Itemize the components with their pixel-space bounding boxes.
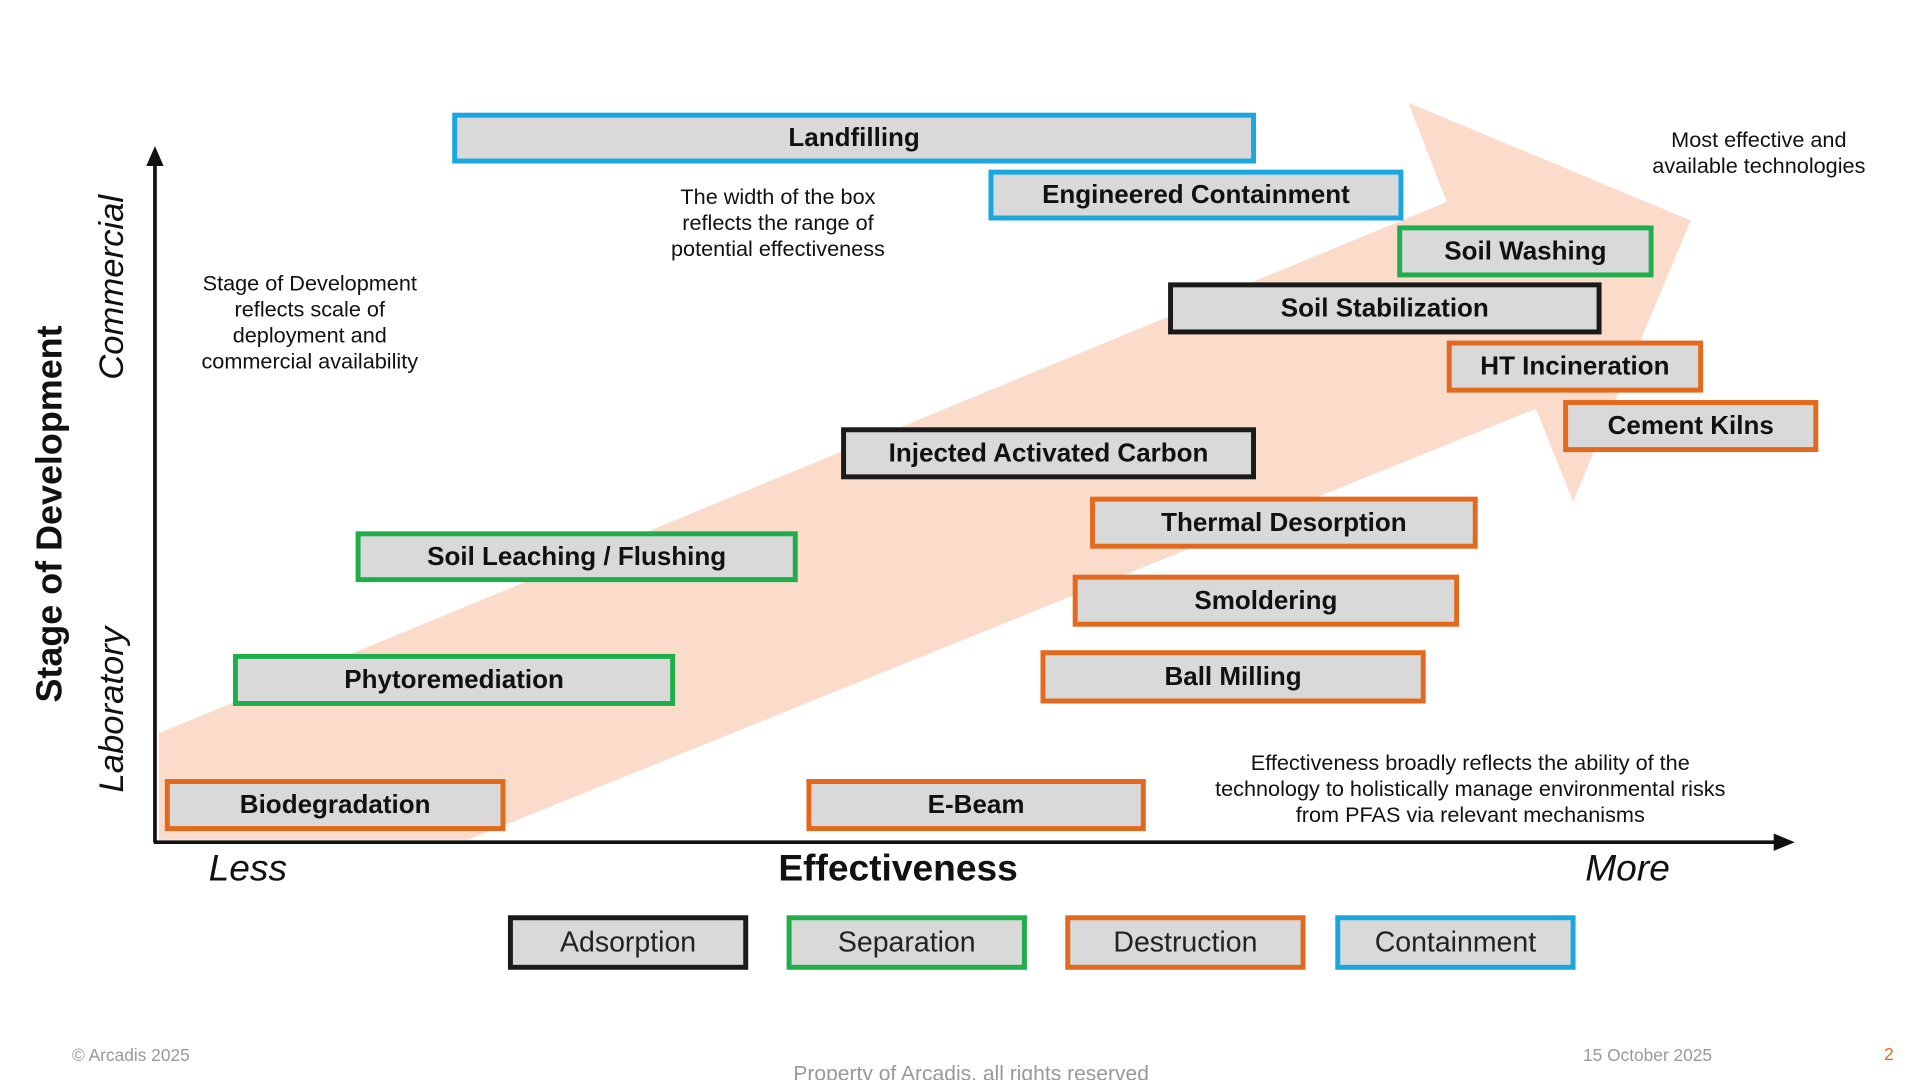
technology-box bbox=[988, 169, 1404, 221]
legend-label: Separation bbox=[838, 926, 976, 958]
legend-box bbox=[507, 915, 749, 970]
legend-label: Containment bbox=[1375, 926, 1537, 958]
x-high: More bbox=[1585, 847, 1670, 889]
y-high: Commercial bbox=[93, 194, 131, 380]
note-line: available technologies bbox=[1652, 153, 1865, 178]
technology-box bbox=[841, 427, 1257, 480]
technology-box bbox=[452, 112, 1257, 164]
x-axis-head bbox=[1773, 833, 1795, 851]
note-line: Most effective and bbox=[1671, 127, 1846, 152]
legend-box bbox=[1065, 915, 1306, 970]
technology-box bbox=[1072, 574, 1460, 627]
legend-box bbox=[1335, 915, 1576, 970]
legend-label: Adsorption bbox=[560, 926, 696, 958]
technology-label: HT Incineration bbox=[1480, 351, 1669, 381]
technology-label: Phytoremediation bbox=[344, 664, 564, 694]
y-low: Laboratory bbox=[93, 624, 131, 792]
note-line: commercial availability bbox=[201, 349, 418, 374]
footer-date: 15 October 2025 bbox=[1583, 1045, 1712, 1065]
legend-box bbox=[786, 915, 1027, 970]
technology-label: Soil Stabilization bbox=[1281, 293, 1489, 323]
technology-label: Soil Leaching / Flushing bbox=[427, 541, 726, 571]
note-line: reflects the range of bbox=[682, 210, 874, 235]
technology-box bbox=[1168, 282, 1602, 335]
technology-label: Thermal Desorption bbox=[1161, 507, 1407, 537]
x-low: Less bbox=[209, 847, 287, 889]
note-line: Effectiveness broadly reflects the abili… bbox=[1251, 750, 1690, 775]
note-line: Stage of Development bbox=[203, 271, 417, 296]
technology-box bbox=[355, 531, 798, 583]
note-line: potential effectiveness bbox=[671, 236, 885, 261]
technology-box bbox=[1090, 496, 1478, 549]
technology-label: Biodegradation bbox=[240, 789, 431, 819]
technology-label: Landfilling bbox=[788, 122, 919, 152]
technology-label: Ball Milling bbox=[1164, 661, 1301, 691]
note-line: from PFAS via relevant mechanisms bbox=[1296, 802, 1645, 827]
footer-copyright: © Arcadis 2025 bbox=[72, 1045, 190, 1065]
legend-label: Destruction bbox=[1113, 926, 1257, 958]
technology-box bbox=[1040, 650, 1426, 704]
x-title: Effectiveness bbox=[778, 847, 1017, 889]
technology-label: Cement Kilns bbox=[1608, 410, 1774, 440]
technology-box bbox=[1397, 225, 1654, 278]
technology-label: Engineered Containment bbox=[1042, 179, 1350, 209]
y-title: Stage of Development bbox=[29, 325, 70, 702]
note-line: deployment and bbox=[233, 323, 387, 348]
page-number: 2 bbox=[1884, 1044, 1894, 1064]
technology-box bbox=[164, 779, 506, 832]
technology-label: E-Beam bbox=[928, 789, 1025, 819]
note-line: reflects scale of bbox=[235, 297, 386, 322]
technology-box bbox=[1446, 340, 1704, 393]
technology-box bbox=[232, 653, 676, 706]
technology-label: Smoldering bbox=[1194, 585, 1337, 615]
technology-label: Soil Washing bbox=[1444, 236, 1606, 266]
footer-property: Property of Arcadis, all rights reserved bbox=[793, 1063, 1149, 1080]
note-line: The width of the box bbox=[680, 184, 875, 209]
technology-label: Injected Activated Carbon bbox=[889, 437, 1209, 467]
technology-box bbox=[806, 779, 1146, 832]
note-line: technology to holistically manage enviro… bbox=[1215, 776, 1726, 801]
technology-box bbox=[1563, 400, 1819, 453]
y-axis-head bbox=[146, 146, 164, 166]
